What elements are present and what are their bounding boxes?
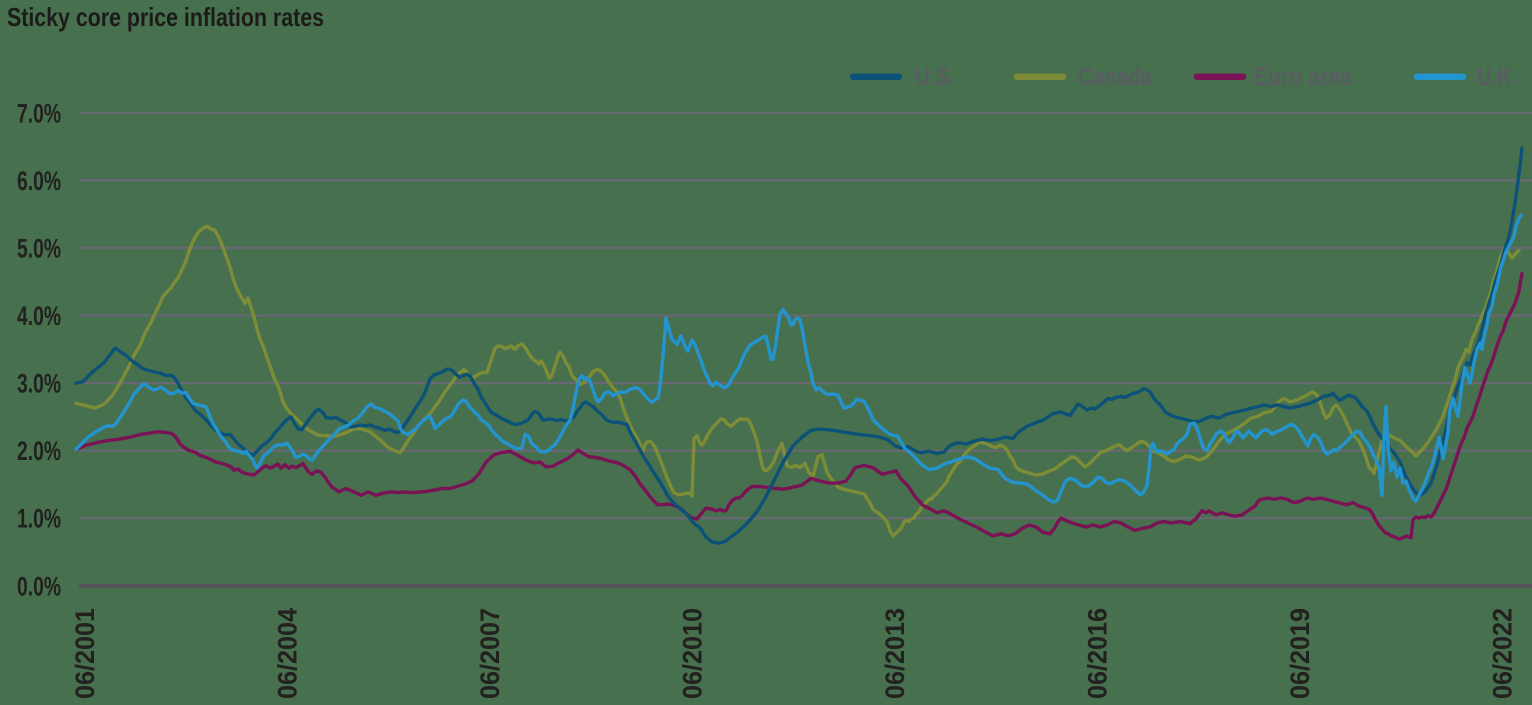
svg-text:06/2022: 06/2022 <box>1488 608 1518 699</box>
svg-text:1.0%: 1.0% <box>17 504 61 534</box>
svg-text:06/2001: 06/2001 <box>70 608 100 699</box>
svg-text:U.K.: U.K. <box>1477 63 1517 91</box>
svg-text:7.0%: 7.0% <box>17 98 61 128</box>
svg-text:U.S.: U.S. <box>915 63 955 91</box>
svg-text:06/2019: 06/2019 <box>1285 608 1315 699</box>
svg-text:Canada: Canada <box>1078 63 1153 91</box>
svg-text:Sticky core price inflation ra: Sticky core price inflation rates <box>7 2 324 32</box>
svg-text:06/2007: 06/2007 <box>475 608 505 699</box>
svg-text:6.0%: 6.0% <box>17 166 61 196</box>
svg-text:06/2013: 06/2013 <box>880 608 910 699</box>
svg-text:06/2004: 06/2004 <box>273 608 303 699</box>
svg-text:4.0%: 4.0% <box>17 301 61 331</box>
svg-text:3.0%: 3.0% <box>17 369 61 399</box>
svg-text:5.0%: 5.0% <box>17 233 61 263</box>
svg-text:0.0%: 0.0% <box>17 571 61 601</box>
svg-text:06/2016: 06/2016 <box>1083 608 1113 699</box>
svg-text:06/2010: 06/2010 <box>678 608 708 699</box>
svg-text:2.0%: 2.0% <box>17 436 61 466</box>
svg-text:Euro area: Euro area <box>1254 63 1353 91</box>
